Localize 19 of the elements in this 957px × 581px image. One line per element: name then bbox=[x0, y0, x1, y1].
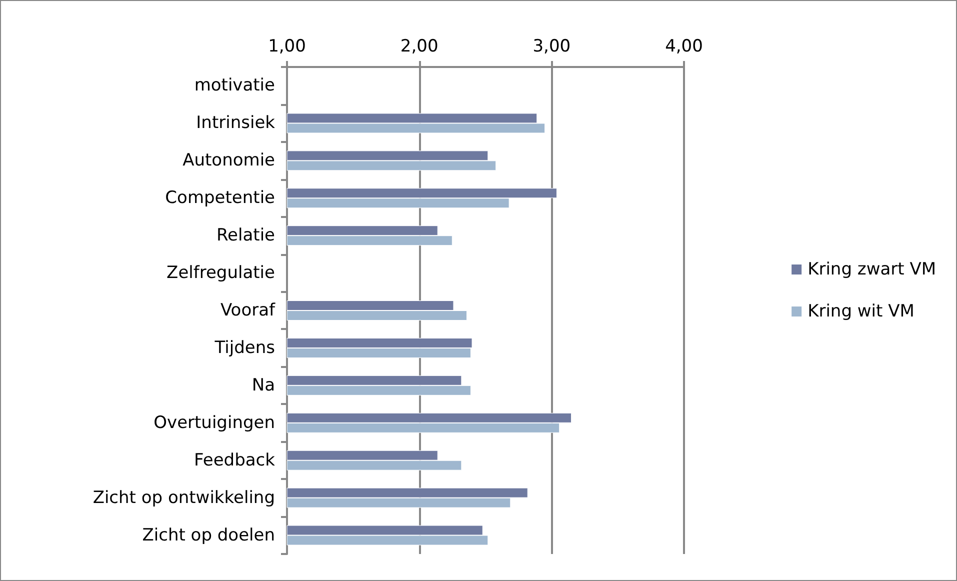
x-tick-label: 2,00 bbox=[400, 36, 438, 56]
legend-label: Kring zwart VM bbox=[808, 260, 936, 280]
y-tick-label: Competentie bbox=[165, 188, 275, 208]
y-tick-label: Vooraf bbox=[220, 300, 276, 320]
y-tick-label: Na bbox=[252, 375, 275, 396]
y-tick-label: Zelfregulatie bbox=[166, 263, 275, 284]
y-tick-label: motivatie bbox=[194, 76, 275, 96]
x-tick-label: 1,00 bbox=[268, 36, 306, 56]
y-tick-label: Intrinsiek bbox=[196, 113, 276, 134]
y-tick-label: Relatie bbox=[216, 226, 275, 246]
y-tick-label: Overtuigingen bbox=[154, 412, 275, 433]
y-tick-label: Tijdens bbox=[214, 338, 276, 358]
y-tick-label: Autonomie bbox=[182, 150, 275, 171]
y-tick-label: Zicht op ontwikkeling bbox=[92, 488, 275, 508]
x-tick-label: 4,00 bbox=[665, 36, 703, 56]
legend-label: Kring wit VM bbox=[808, 302, 914, 322]
y-tick-label: Feedback bbox=[194, 450, 276, 470]
x-tick-label: 3,00 bbox=[532, 36, 571, 56]
y-tick-label: Zicht op doelen bbox=[142, 525, 275, 546]
